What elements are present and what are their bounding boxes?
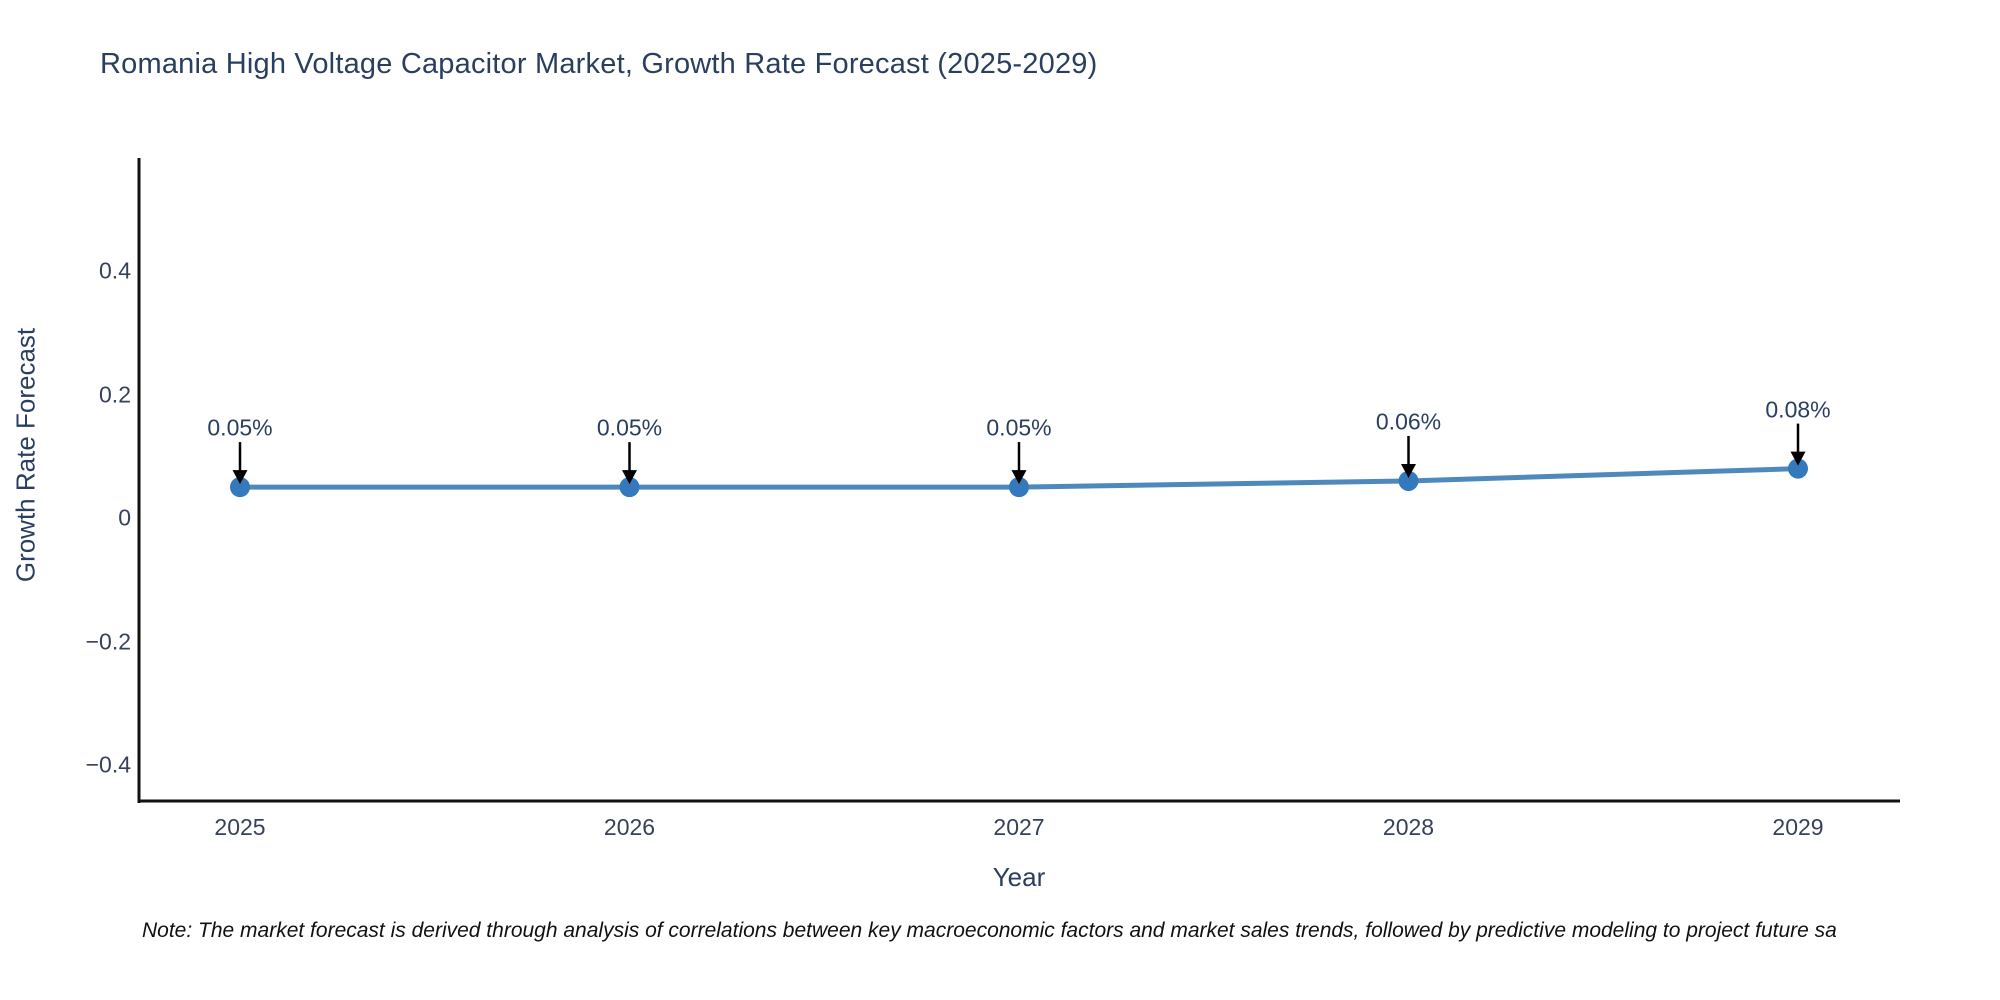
x-tick-label: 2025 [214, 814, 266, 840]
annotation-arrowhead-icon [1790, 451, 1806, 466]
annotation-arrowhead-icon [1011, 470, 1027, 485]
x-axis-title: Year [992, 862, 1046, 892]
footnote: Note: The market forecast is derived thr… [142, 919, 1837, 942]
data-point-marker [619, 477, 640, 498]
x-tick-label: 2028 [1382, 814, 1435, 840]
y-tick-label: −0.4 [85, 751, 131, 778]
annotation-arrowhead-icon [1401, 463, 1416, 478]
point-annotation: 0.06% [1375, 408, 1442, 435]
y-tick-label: 0 [118, 504, 131, 531]
annotation-arrowhead-icon [232, 470, 248, 485]
x-tick-label: 2026 [603, 814, 656, 840]
y-tick-label: 0.4 [99, 257, 131, 284]
data-point-marker [1788, 458, 1808, 479]
chart-title: Romania High Voltage Capacitor Market, G… [100, 48, 1098, 80]
annotation-arrowhead-icon [622, 470, 637, 485]
data-point-marker [1398, 470, 1419, 491]
y-tick-label: 0.2 [99, 381, 131, 407]
point-annotation: 0.05% [986, 414, 1052, 441]
y-axis-title: Growth Rate Forecast [10, 327, 41, 583]
point-annotation: 0.05% [596, 414, 663, 441]
data-point-marker [1009, 477, 1029, 498]
point-annotation: 0.05% [207, 414, 273, 441]
x-tick-label: 2029 [1772, 814, 1824, 840]
data-point-marker [230, 477, 250, 498]
y-tick-label: −0.2 [85, 628, 131, 654]
point-annotation: 0.08% [1765, 396, 1831, 423]
x-tick-label: 2027 [993, 814, 1045, 840]
